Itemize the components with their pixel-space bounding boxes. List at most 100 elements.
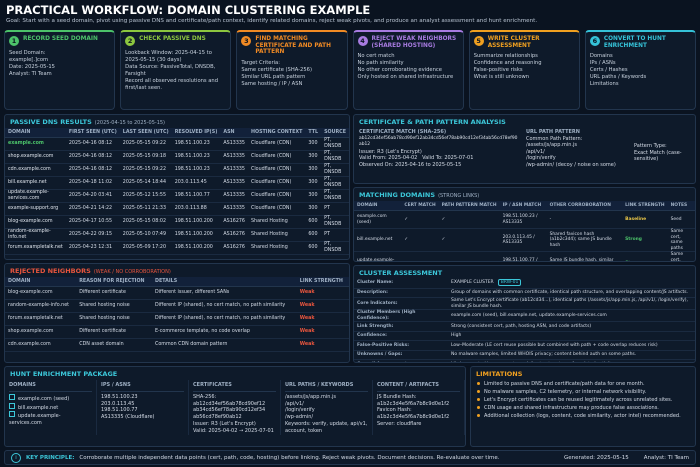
cell: random-example-info.net [5,299,77,313]
cell: Different IP (shared), no cert match, no… [152,312,297,326]
cell: 198.51.100.23 [171,137,221,151]
cell: ✓ [438,251,500,261]
table-wrap: DOMAIN FIRST SEEN (UTC) LAST SEEN (UTC) RES… [5,128,349,255]
column-header: DOMAIN [354,201,402,211]
cell: Strong [622,251,668,261]
value: No malware samples, limited WHOIS privac… [448,350,695,361]
cell: 300 [305,176,322,190]
cell: update.example-services.com [354,251,402,261]
column-header: REASON FOR REJECTION [76,277,152,287]
column-header: ASN [220,128,248,138]
step-line: No path similarity [357,60,404,66]
item-text: Favicon Hash: [377,407,412,414]
paths: /assets/js/app.min.js/api/v1//login/veri… [526,142,626,168]
table: DOMAIN REASON FOR REJECTION DETAILS LINK ST… [5,277,349,352]
title-text: PASSIVE DNS RESULTS [10,118,92,126]
cell: Same cert, same paths [667,228,695,253]
cell: Weak [296,299,349,313]
table: Cluster Name: EXAMPLE CLUSTER BRW-01 Descri… [354,279,695,362]
value-text: Group of domains with common certificate… [451,289,689,295]
cell: bill.example.net [5,176,66,190]
row: False-Positive Risks: Low–Moderate (LE ce… [354,340,695,351]
hunt-item: a1b2c3d4e5f6a7b8c9d0e1f2 [377,401,460,408]
cell: PT [321,202,349,216]
cell: Weak [296,286,349,300]
item-text: a1b2c3d4e5f6a7b8c9d0e1f2 [377,400,450,407]
step-line: example[.]com [9,57,49,63]
column-header: RESOLVED IP(S) [171,128,221,138]
column-header: LINK STRENGTH [622,201,668,211]
cell: PT, DNSDB [321,176,349,190]
item-text: /wp-admin/ [285,414,314,421]
item-text: ab34cd56ef78ab90cd12ef34 [193,407,266,414]
limitation: Additional collection (logs, content, co… [477,412,689,420]
cell: Same cert, same paths [667,251,695,261]
cell: 2025-04-18 11:02 [65,176,120,190]
column-header: NOTES [667,201,695,211]
cell: 600 [305,215,322,229]
column-header: OTHER CORROBORATION [546,201,623,211]
step-line: Record all observed resolutions and firs… [125,78,219,91]
step: 3 FIND MATCHING CERTIFICATE AND PATH PATT… [236,30,348,110]
tbody: example.com 2025-04-16 08:12 2025-05-15 09… [5,137,349,255]
column-header: URL PATHS / KEYWORDS [285,380,368,392]
tbody: blog-example.com Different certificate Dif… [5,286,349,352]
row: Description: Group of domains with common… [354,288,695,298]
row: example-support.org 2025-04-21 14:22 2025-… [5,202,349,216]
value-text: Same Let's Encrypt certificate (ab12cd34… [451,298,688,309]
header-row: DOMAIN CERT MATCH PATH PATTERN MATCH IP / A… [354,201,695,211]
row: Confidence: High [354,331,695,342]
cell: shop.example.com [5,150,66,164]
cell: Weak [296,312,349,326]
principle: Corroborate multiple independent data po… [79,454,500,461]
cell: - [546,210,623,229]
label: Unknowns / Gaps: [354,350,448,361]
row: bill.example.net ✓ ✓ 203.0.113.45 / AS13335… [354,228,695,253]
cell: 2025-04-22 09:15 [65,228,120,242]
step: 1 RECORD SEED DOMAIN Seed Domain: example[.… [4,30,116,110]
row: forum.exampletalk.net 2025-04-23 12:31 202… [5,241,349,255]
cell: example.com (seed) [354,210,402,229]
row: Cluster Members (High Confidence): exampl… [354,309,695,323]
cell: Cloudflare (CDN) [247,150,306,164]
cell: cdn.example.com [5,163,66,177]
step-title: WRITE CLUSTER ASSESSMENT [487,36,540,49]
item-text: JS Bundle Hash: [377,393,417,400]
hunt-column: CERTIFICATES SHA-256: ab12cd34ef56ab78cd90… [189,380,281,435]
cell: 300 [305,150,322,164]
step-number: 5 [473,36,484,46]
label: Cluster Name: [354,279,448,289]
subtitle: (2025-04-15 to 2025-05-15) [94,120,166,126]
path-header: Common Path Pattern: [526,135,583,142]
cell: Strong [622,228,668,253]
matching-panel: MATCHING DOMAINS (STRONG LINKS) DOMAIN CER… [353,187,696,262]
row: random-example-info.net 2025-04-22 09:15 2… [5,228,349,242]
cell: AS13335 [220,202,248,216]
item-text: 198.51.100.77 [101,407,138,414]
row: Core Indicators: Same Let's Encrypt certi… [354,297,695,311]
cell: AS13335 [220,137,248,151]
item-text: 203.0.113.45 [101,400,135,407]
bullet [477,382,480,385]
label: CERTIFICATE MATCH (SHA-256) [359,129,447,135]
cell: Cloudflare (CDN) [247,202,306,216]
hunt-item: Keywords: verify, update, api/v1, accoun… [285,421,368,435]
analyst: Analyst: TI Team [643,454,689,461]
cert-panel: CERTIFICATE & PATH PATTERN ANALYSIS CERT… [353,114,696,184]
bullet [477,414,480,417]
cell: 198.51.100.77 [171,189,221,203]
step-line: No cert match [357,53,395,59]
cell: 198.51.100.200 [171,215,221,229]
item-text: Additional collection (logs, content, co… [484,413,681,419]
cell: 600 [305,228,322,242]
path: /login/verify [526,155,556,162]
label: Link Strength: [354,321,448,332]
cell: 300 [305,163,322,177]
item-text: a1b2c3d4e5f6a7b8c9d0e1f2 [377,414,450,421]
item-text: /assets/js/app.min.js [285,393,336,400]
step-line: What is still unknown [473,74,530,80]
row: update.example-services.com✓✓198.51.100.… [354,251,695,261]
goal: Goal: Start with a seed domain, pivot us… [6,18,538,24]
cell: Shared favicon hash (a1b2c3d4); same JS … [546,228,623,253]
path-block: URL PATH PATTERN Common Path Pattern: /a… [526,129,626,169]
